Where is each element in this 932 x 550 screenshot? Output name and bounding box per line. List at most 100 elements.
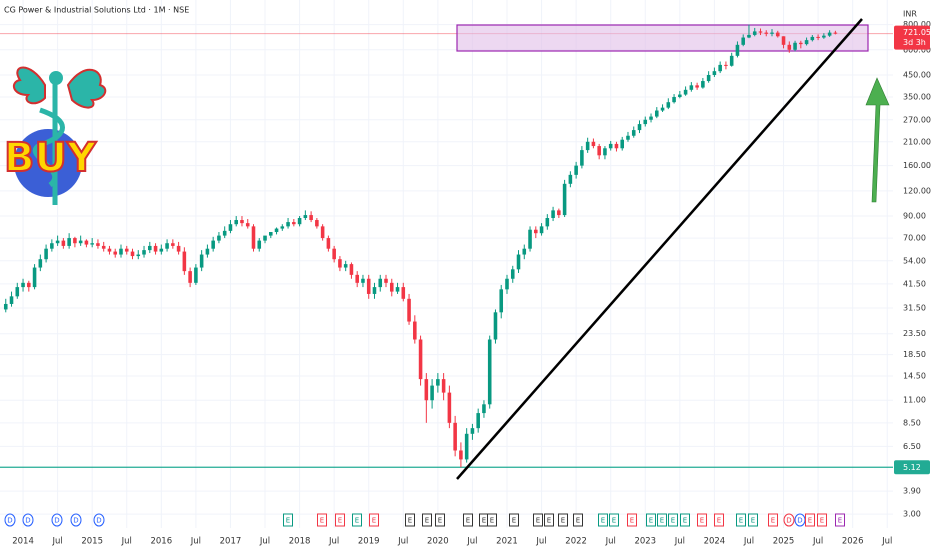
candle-body	[735, 44, 740, 56]
candle-body	[643, 119, 648, 125]
candle-body	[55, 240, 60, 244]
dividend-icon	[70, 513, 82, 527]
event-label: E	[466, 517, 470, 525]
logo-knob	[49, 71, 63, 85]
candle-body	[395, 287, 400, 292]
candle-body	[712, 71, 717, 75]
candle-body	[3, 303, 8, 310]
candle-body	[436, 379, 440, 386]
candle-body	[770, 32, 774, 34]
candle-body	[9, 296, 14, 304]
candle-body	[718, 64, 722, 72]
candle-body	[822, 35, 826, 38]
candle-body	[50, 243, 54, 249]
y-tick-label: 31.50	[903, 304, 926, 313]
candle-body	[292, 222, 296, 225]
event-label: D	[786, 517, 791, 525]
candle-body	[683, 89, 688, 95]
y-tick-label: 210.00	[903, 137, 931, 146]
x-tick-label: Jul	[674, 537, 685, 547]
event-label: E	[561, 517, 565, 525]
candle-body	[505, 278, 509, 290]
y-tick-label: 6.50	[903, 442, 921, 451]
chart-title: CG Power & Industrial Solutions Ltd · 1M…	[4, 6, 189, 15]
candle-body	[119, 248, 123, 255]
candle-body	[67, 238, 71, 246]
event-label: E	[671, 517, 675, 525]
event-label: E	[536, 517, 540, 525]
candle-body	[827, 32, 832, 36]
y-tick-label: 3.90	[903, 487, 921, 496]
earnings-icon	[283, 513, 293, 527]
x-tick-label: 2021	[496, 537, 518, 547]
event-label: E	[683, 517, 687, 525]
candle-body	[182, 251, 187, 272]
candle-body	[349, 264, 354, 275]
candle-body	[666, 102, 671, 108]
candle-body	[568, 174, 573, 184]
x-tick-label: 2026	[842, 537, 864, 547]
earnings-icon	[748, 513, 758, 527]
x-tick-label: 2022	[565, 537, 587, 547]
candle-body	[706, 74, 711, 82]
candle-body	[522, 248, 527, 255]
candles	[3, 24, 838, 468]
earnings-icon	[487, 513, 497, 527]
x-tick-label: Jul	[51, 537, 62, 547]
x-tick-label: Jul	[190, 537, 201, 547]
candle-body	[188, 271, 192, 283]
y-tick-label: 14.50	[903, 372, 926, 381]
candle-body	[741, 37, 745, 45]
event-label: E	[717, 517, 721, 525]
candle-body	[574, 165, 578, 175]
event-label: E	[490, 517, 494, 525]
candle-body	[597, 146, 601, 156]
earnings-icon	[533, 513, 543, 527]
logo: BUY	[3, 66, 107, 205]
candle-body	[171, 243, 175, 246]
candle-body	[315, 220, 319, 227]
candle-body	[332, 248, 336, 260]
x-tick-label: Jul	[743, 537, 754, 547]
x-tick-label: Jul	[605, 537, 616, 547]
event-label: E	[838, 517, 842, 525]
x-tick-label: Jul	[812, 537, 823, 547]
x-tick-label: Jul	[328, 537, 339, 547]
candle-body	[176, 245, 181, 252]
candle-body	[528, 229, 532, 249]
level-label-box	[894, 460, 930, 475]
candle-body	[73, 238, 77, 244]
candle-body	[459, 450, 463, 460]
candle-body	[326, 238, 331, 249]
candle-body	[539, 226, 544, 234]
earnings-icon	[509, 513, 519, 527]
x-tick-label: 2025	[773, 537, 795, 547]
candle-body	[90, 243, 94, 245]
event-label: D	[797, 517, 802, 525]
event-label: E	[649, 517, 653, 525]
x-tick-label: 2016	[150, 537, 172, 547]
event-label: E	[547, 517, 551, 525]
event-label: E	[808, 517, 812, 525]
candle-body	[15, 287, 20, 297]
candle-body	[510, 269, 515, 279]
dividend-icon	[93, 513, 105, 527]
event-label: E	[820, 517, 824, 525]
level-label: 5.12	[903, 463, 921, 472]
candle-body	[499, 289, 504, 313]
y-tick-label: 120.00	[903, 186, 931, 195]
candle-body	[464, 433, 469, 460]
candle-body	[159, 248, 164, 252]
candle-body	[274, 228, 279, 233]
candle-body	[447, 392, 452, 423]
countdown: 3d 3h	[903, 38, 926, 47]
earnings-icon	[369, 513, 379, 527]
candle-body	[493, 312, 498, 340]
y-tick-label: 160.00	[903, 161, 931, 170]
candle-body	[384, 278, 388, 283]
event-label: E	[751, 517, 755, 525]
event-label: E	[482, 517, 486, 525]
event-label: E	[660, 517, 664, 525]
candle-body	[545, 218, 550, 227]
